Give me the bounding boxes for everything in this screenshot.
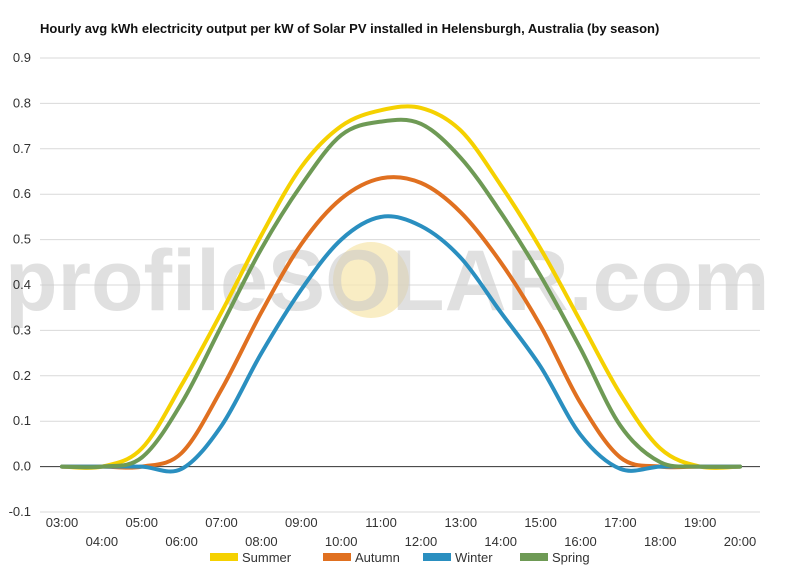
x-tick-label: 03:00 (46, 515, 79, 530)
x-tick-label: 15:00 (524, 515, 557, 530)
x-tick-label: 10:00 (325, 534, 358, 549)
legend-label-spring: Spring (552, 550, 590, 565)
series-line-spring (60, 117, 742, 470)
y-tick-label: 0.3 (13, 322, 31, 337)
watermark-text: profileSOLAR.com (5, 233, 770, 329)
x-tick-label: 20:00 (724, 534, 757, 549)
x-tick-label: 19:00 (684, 515, 717, 530)
series-line-winter (60, 214, 742, 474)
series-line-summer (60, 104, 742, 470)
watermark-group: profileSOLAR.com (5, 233, 770, 329)
x-tick-label: 14:00 (484, 534, 517, 549)
x-axis-ticks: 03:00 04:00 05:00 06:00 07:00 08:00 09:00 10:00… (46, 515, 757, 549)
x-tick-label: 13:00 (445, 515, 478, 530)
y-tick-label: 0.2 (13, 368, 31, 383)
x-tick-label: 05:00 (125, 515, 158, 530)
legend-swatch-summer (210, 553, 238, 561)
y-axis-ticks: -0.1 0.0 0.1 0.2 0.3 0.4 0.5 0.6 0.7 0.8 0.9 (9, 50, 31, 519)
series-line-autumn (60, 175, 742, 470)
x-tick-label: 18:00 (644, 534, 677, 549)
legend-swatch-spring (520, 553, 548, 561)
chart-title: Hourly avg kWh electricity output per kW… (40, 21, 659, 36)
x-tick-label: 04:00 (86, 534, 119, 549)
x-tick-label: 12:00 (405, 534, 438, 549)
y-tick-label: -0.1 (9, 504, 31, 519)
watermark-sun-icon (333, 242, 409, 318)
legend-label-winter: Winter (455, 550, 493, 565)
legend-swatch-autumn (323, 553, 351, 561)
y-tick-label: 0.4 (13, 277, 31, 292)
series-lines (60, 104, 742, 474)
y-tick-label: 0.1 (13, 413, 31, 428)
x-tick-label: 17:00 (604, 515, 637, 530)
x-tick-label: 09:00 (285, 515, 318, 530)
legend-swatch-winter (423, 553, 451, 561)
legend-label-summer: Summer (242, 550, 292, 565)
y-tick-label: 0.8 (13, 95, 31, 110)
x-tick-label: 11:00 (365, 515, 397, 530)
x-tick-label: 08:00 (245, 534, 278, 549)
y-tick-label: 0.9 (13, 50, 31, 65)
y-tick-label: 0.7 (13, 141, 31, 156)
y-tick-label: 0.6 (13, 186, 31, 201)
legend-label-autumn: Autumn (355, 550, 400, 565)
x-tick-label: 16:00 (564, 534, 597, 549)
x-tick-label: 06:00 (165, 534, 198, 549)
x-tick-label: 07:00 (205, 515, 238, 530)
y-tick-label: 0.0 (13, 459, 31, 474)
legend: Summer Autumn Winter Spring (210, 550, 590, 565)
y-tick-label: 0.5 (13, 232, 31, 247)
